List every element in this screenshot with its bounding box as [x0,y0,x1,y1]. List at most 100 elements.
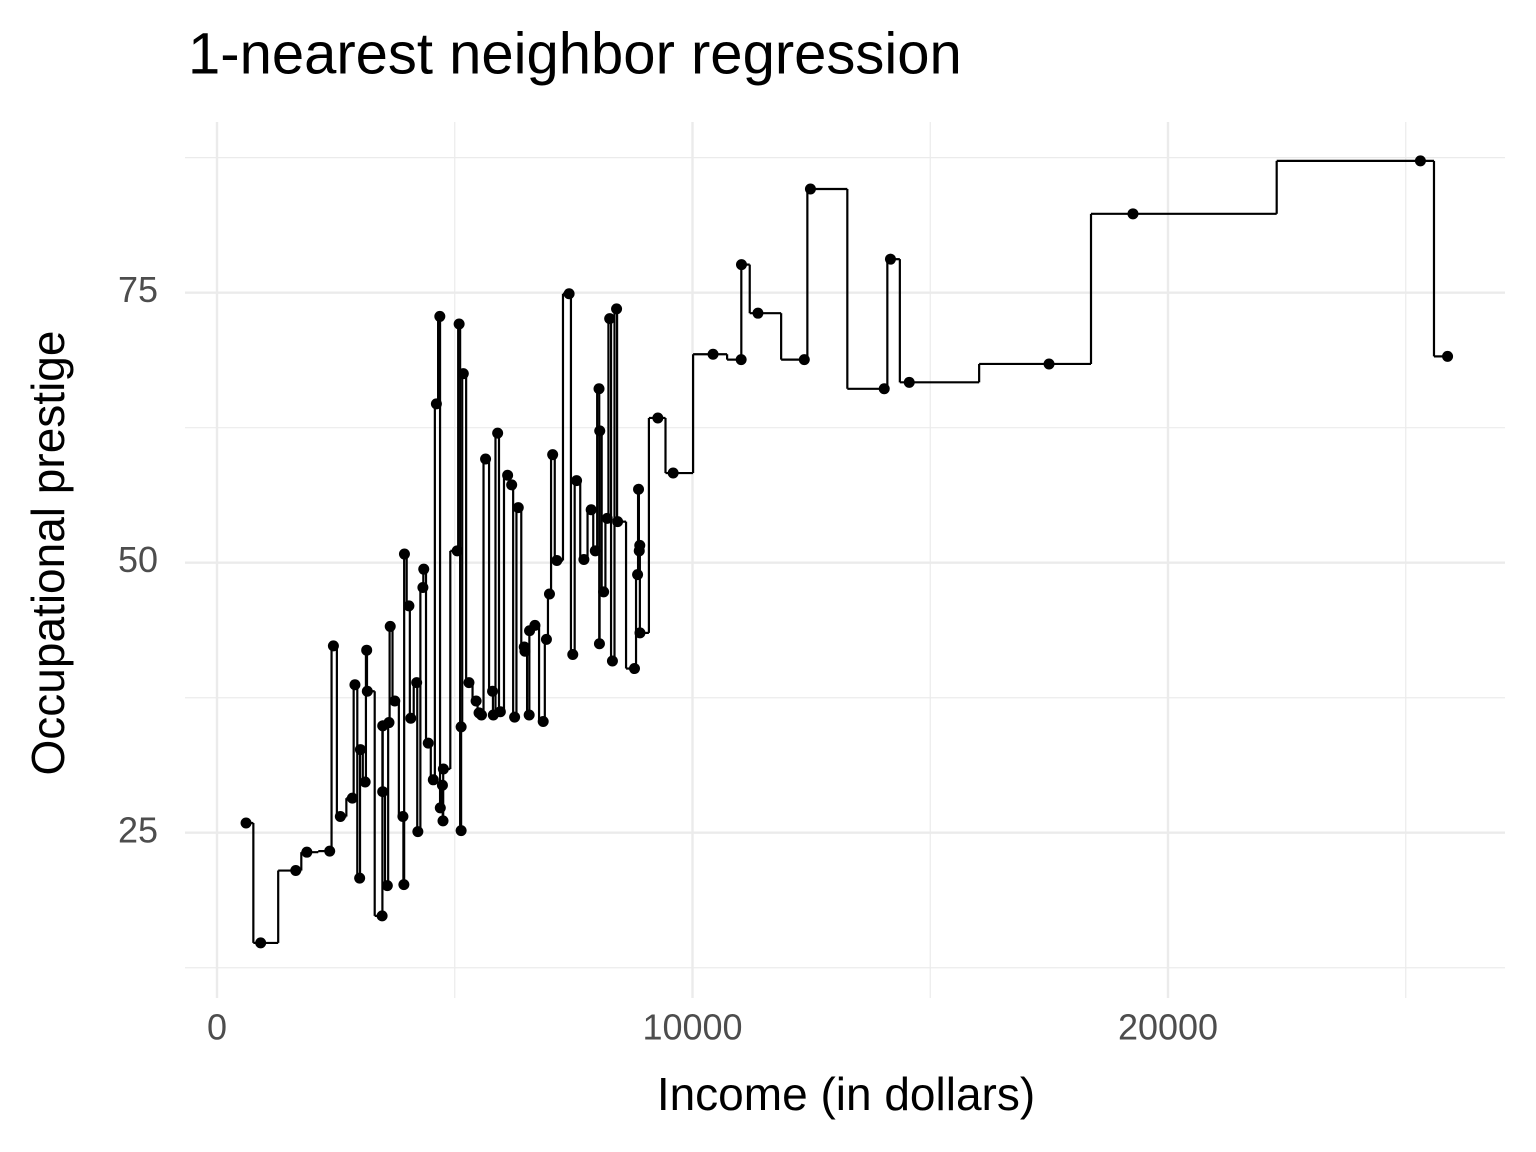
point [384,620,396,632]
point [571,475,583,487]
point [589,545,601,557]
point [585,504,597,516]
point [376,910,388,922]
point [1043,358,1055,370]
point [752,307,764,319]
point [487,685,499,697]
point [593,638,605,650]
x-tick-label: 20000 [1118,1007,1218,1048]
point [427,774,439,786]
point [290,865,302,877]
point [594,425,606,437]
point [389,695,401,707]
point [434,310,446,322]
point [612,516,624,528]
point [430,398,442,410]
point [361,685,373,697]
point [436,779,448,791]
point [457,368,469,380]
point [509,711,521,723]
point [547,449,559,461]
point [633,545,645,557]
point [578,553,590,565]
point [611,303,623,315]
point [798,354,810,366]
point [652,412,664,424]
point [543,588,555,600]
y-tick-label: 75 [118,269,158,310]
point [453,318,465,330]
point [412,826,424,838]
point [346,792,358,804]
point [593,383,605,395]
point [735,354,747,366]
point [397,811,409,823]
y-axis-label: Occupational prestige [22,331,74,776]
point [301,846,313,858]
point [537,715,549,727]
point [359,776,371,788]
point [628,663,640,675]
x-tick-label: 0 [207,1007,227,1048]
point [377,786,389,798]
point [405,712,417,724]
point [667,467,679,479]
point [470,695,482,707]
point [634,627,646,639]
point [327,640,339,652]
point [567,649,579,661]
point [1442,350,1454,362]
point [361,644,373,656]
chart-title: 1-nearest neighbor regression [188,21,962,86]
point [398,548,410,560]
point [804,183,816,195]
point [524,625,536,637]
point [494,706,506,718]
x-axis-label: Income (in dollars) [657,1068,1035,1120]
point [506,479,518,491]
point [551,555,563,567]
point [523,709,535,721]
point [632,569,644,581]
point [334,811,346,823]
point [878,383,890,395]
point [349,679,361,691]
point [354,872,366,884]
point [1414,155,1426,167]
point [240,817,252,829]
point [381,880,393,892]
point [540,633,552,645]
x-tick-label: 10000 [642,1007,742,1048]
point [480,453,492,465]
point [324,845,336,857]
point [398,879,410,891]
point [707,348,719,360]
point [512,502,524,514]
point [633,483,645,495]
point [884,253,896,265]
point [598,586,610,598]
point [1127,208,1139,220]
point [475,709,487,721]
point [455,825,467,837]
point [383,717,395,729]
point [604,313,616,325]
point [903,376,915,388]
point [411,677,423,689]
point [502,469,514,481]
point [354,744,366,756]
point [563,288,575,300]
point [455,721,467,733]
point [255,937,267,949]
point [417,582,429,594]
point [418,563,430,575]
point [434,802,446,814]
point [518,641,530,653]
point [422,737,434,749]
point [606,655,618,667]
point [463,677,475,689]
y-tick-label: 50 [118,539,158,580]
y-tick-label: 25 [118,809,158,850]
point [451,545,463,557]
